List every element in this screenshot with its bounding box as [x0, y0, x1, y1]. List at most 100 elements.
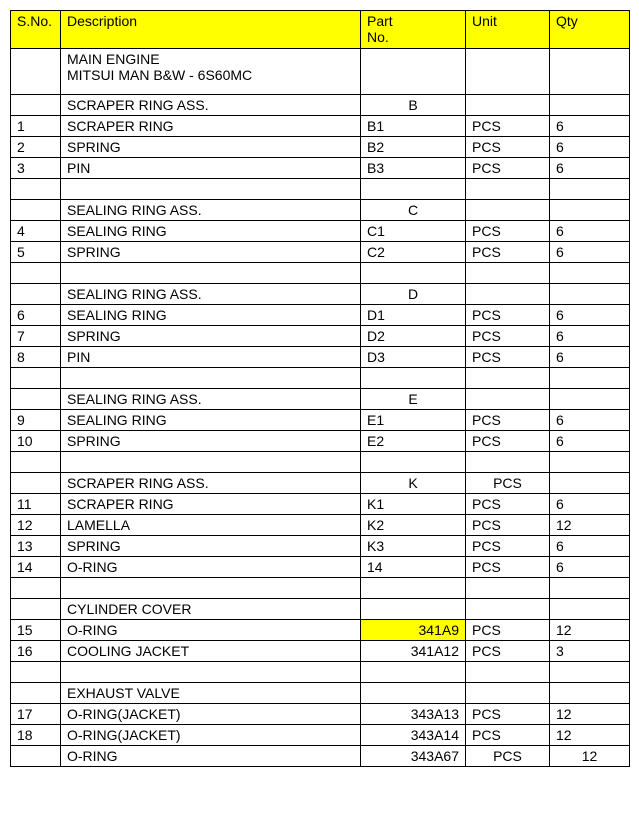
cell-part	[361, 49, 466, 95]
cell-qty	[550, 263, 630, 284]
cell-desc: SPRING	[61, 137, 361, 158]
cell-sno: 6	[11, 305, 61, 326]
table-row	[11, 452, 630, 473]
cell-desc: CYLINDER COVER	[61, 599, 361, 620]
cell-unit: PCS	[466, 137, 550, 158]
cell-desc: SCRAPER RING ASS.	[61, 473, 361, 494]
cell-unit	[466, 263, 550, 284]
cell-desc	[61, 452, 361, 473]
cell-part	[361, 452, 466, 473]
cell-sno	[11, 49, 61, 95]
table-row: 3PINB3PCS6	[11, 158, 630, 179]
cell-part: 14	[361, 557, 466, 578]
cell-part: 343A67	[361, 746, 466, 767]
parts-table: S.No. Description Part No. Unit Qty MAIN…	[10, 10, 630, 767]
cell-desc: O-RING(JACKET)	[61, 704, 361, 725]
cell-part: K	[361, 473, 466, 494]
cell-qty	[550, 452, 630, 473]
cell-desc: O-RING	[61, 620, 361, 641]
cell-qty: 6	[550, 242, 630, 263]
cell-qty: 6	[550, 137, 630, 158]
cell-unit: PCS	[466, 221, 550, 242]
cell-sno	[11, 263, 61, 284]
cell-desc: SEALING RING	[61, 305, 361, 326]
cell-qty	[550, 389, 630, 410]
table-row: 12LAMELLAK2PCS12	[11, 515, 630, 536]
cell-unit: PCS	[466, 746, 550, 767]
cell-qty: 6	[550, 326, 630, 347]
table-row: SEALING RING ASS.C	[11, 200, 630, 221]
table-row	[11, 368, 630, 389]
cell-part: D1	[361, 305, 466, 326]
table-row: SEALING RING ASS.E	[11, 389, 630, 410]
table-row: 18O-RING(JACKET)343A14PCS12	[11, 725, 630, 746]
cell-qty: 12	[550, 746, 630, 767]
cell-sno: 8	[11, 347, 61, 368]
cell-qty	[550, 200, 630, 221]
table-row: 13SPRINGK3PCS6	[11, 536, 630, 557]
cell-unit	[466, 179, 550, 200]
cell-desc	[61, 263, 361, 284]
cell-sno: 11	[11, 494, 61, 515]
cell-qty: 12	[550, 725, 630, 746]
cell-sno	[11, 599, 61, 620]
cell-unit: PCS	[466, 494, 550, 515]
cell-unit	[466, 389, 550, 410]
cell-unit	[466, 452, 550, 473]
cell-part: B2	[361, 137, 466, 158]
table-row: 9SEALING RINGE1PCS6	[11, 410, 630, 431]
cell-desc: SPRING	[61, 536, 361, 557]
cell-desc: EXHAUST VALVE	[61, 683, 361, 704]
cell-desc: COOLING JACKET	[61, 641, 361, 662]
cell-desc: SEALING RING	[61, 221, 361, 242]
cell-unit: PCS	[466, 431, 550, 452]
table-row	[11, 263, 630, 284]
cell-qty	[550, 284, 630, 305]
cell-part	[361, 662, 466, 683]
cell-sno: 14	[11, 557, 61, 578]
table-row: 11SCRAPER RINGK1PCS6	[11, 494, 630, 515]
cell-qty: 3	[550, 641, 630, 662]
cell-unit: PCS	[466, 242, 550, 263]
cell-qty: 6	[550, 410, 630, 431]
cell-qty: 12	[550, 704, 630, 725]
cell-part: 341A12	[361, 641, 466, 662]
cell-qty	[550, 473, 630, 494]
cell-sno	[11, 473, 61, 494]
table-row: 8PIND3PCS6	[11, 347, 630, 368]
col-desc: Description	[61, 11, 361, 49]
cell-unit: PCS	[466, 116, 550, 137]
cell-part	[361, 368, 466, 389]
cell-qty: 6	[550, 158, 630, 179]
cell-sno: 10	[11, 431, 61, 452]
cell-desc: SPRING	[61, 326, 361, 347]
table-row: 10SPRINGE2PCS6	[11, 431, 630, 452]
cell-sno	[11, 452, 61, 473]
table-row: 7SPRINGD2PCS6	[11, 326, 630, 347]
table-row: MAIN ENGINE MITSUI MAN B&W - 6S60MC	[11, 49, 630, 95]
table-row: 17O-RING(JACKET)343A13PCS12	[11, 704, 630, 725]
cell-desc	[61, 179, 361, 200]
cell-part: E	[361, 389, 466, 410]
cell-sno: 3	[11, 158, 61, 179]
cell-unit: PCS	[466, 326, 550, 347]
cell-part: B3	[361, 158, 466, 179]
cell-part: K1	[361, 494, 466, 515]
cell-qty	[550, 179, 630, 200]
cell-desc: SPRING	[61, 431, 361, 452]
cell-unit	[466, 95, 550, 116]
cell-unit	[466, 578, 550, 599]
cell-sno	[11, 389, 61, 410]
cell-part	[361, 683, 466, 704]
cell-part	[361, 578, 466, 599]
table-row: 1SCRAPER RINGB1PCS6	[11, 116, 630, 137]
table-row: EXHAUST VALVE	[11, 683, 630, 704]
cell-desc	[61, 368, 361, 389]
cell-sno	[11, 368, 61, 389]
table-body: MAIN ENGINE MITSUI MAN B&W - 6S60MC SCRAP…	[11, 49, 630, 767]
cell-qty	[550, 662, 630, 683]
cell-sno	[11, 662, 61, 683]
table-row: 16COOLING JACKET341A12PCS3	[11, 641, 630, 662]
table-row: 5SPRINGC2PCS6	[11, 242, 630, 263]
cell-sno	[11, 683, 61, 704]
